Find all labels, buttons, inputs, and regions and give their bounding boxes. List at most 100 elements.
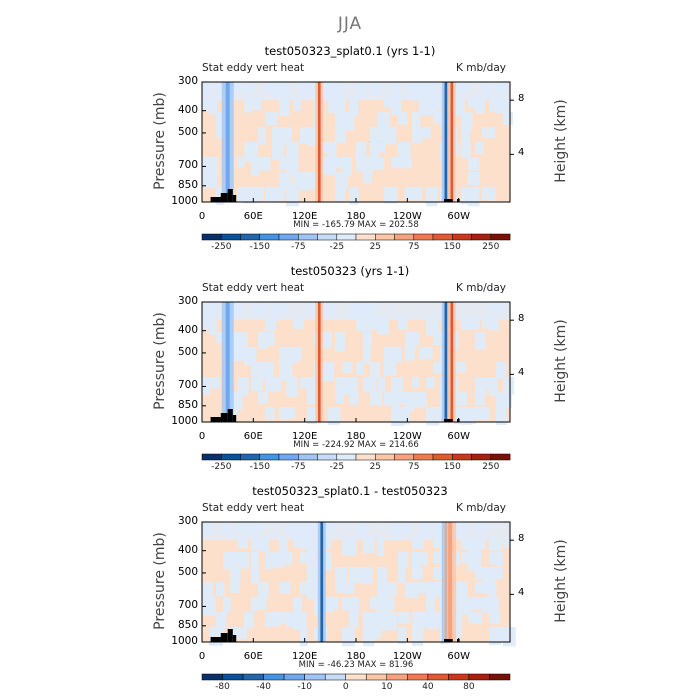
- colorbar-label: 75: [408, 462, 420, 472]
- contour-region-negative: [272, 142, 284, 160]
- contour-region-negative: [377, 537, 385, 556]
- y2-tick-label: 8: [518, 93, 525, 105]
- contour-region-negative: [454, 582, 468, 601]
- contour-region-negative: [342, 582, 355, 593]
- y-tick-label: 400: [177, 323, 198, 336]
- contour-region-negative: [475, 377, 487, 396]
- colorbar-label: -150: [249, 462, 271, 472]
- contour-region-negative: [391, 347, 402, 363]
- contour-region-negative: [468, 97, 477, 108]
- contour-region-negative: [468, 187, 480, 207]
- contour-region-negative: [363, 377, 377, 393]
- contour-region-negative: [482, 317, 496, 329]
- contour-region-negative: [503, 537, 511, 548]
- contour-region-negative: [349, 597, 359, 616]
- contour-region-negative: [300, 127, 312, 144]
- contour-region-negative: [475, 567, 485, 580]
- contour-region-negative: [405, 187, 416, 200]
- topography-block: [220, 413, 228, 422]
- contour-region-negative: [384, 392, 392, 406]
- contour-region-negative: [482, 407, 490, 420]
- contour-region-negative: [405, 392, 415, 412]
- contour-region-negative: [398, 567, 406, 584]
- contour-region-negative: [503, 112, 513, 125]
- colorbar-swatch: [490, 453, 511, 461]
- contour-region-negative: [363, 612, 373, 628]
- contour-region-negative: [475, 612, 483, 625]
- x-tick-label: 180: [346, 211, 366, 222]
- y2-tick-label: 8: [518, 313, 525, 325]
- contour-region-negative: [496, 552, 504, 567]
- contour-region-negative: [265, 612, 275, 627]
- contour-region-negative: [244, 347, 257, 366]
- contour-region-negative: [279, 172, 293, 189]
- contour-region-negative: [216, 582, 225, 597]
- contour-region-negative: [307, 567, 320, 585]
- contour-region-negative: [286, 142, 299, 160]
- contour-region-negative: [272, 127, 283, 143]
- feature-band-negative: [225, 82, 230, 202]
- contour-region-negative: [475, 142, 484, 154]
- contour-region-negative: [405, 582, 419, 598]
- variable-label: Stat eddy vert heat: [202, 282, 305, 294]
- colorbar-swatch: [304, 673, 326, 681]
- colorbar-swatch: [432, 233, 453, 241]
- contour-region-negative: [377, 142, 386, 153]
- contour-region-negative: [496, 362, 507, 379]
- contour-region-negative: [363, 317, 372, 331]
- colorbar-swatch: [468, 673, 490, 681]
- topography-block: [210, 197, 221, 202]
- contour-region-negative: [286, 157, 299, 172]
- y-tick-label: 1000: [171, 195, 198, 207]
- contour-region-negative: [293, 172, 304, 188]
- contour-region-negative: [307, 552, 317, 569]
- contour-region-negative: [293, 612, 307, 630]
- contour-region-negative: [412, 627, 424, 646]
- contour-region-negative: [202, 157, 211, 174]
- panel-2: [201, 301, 515, 461]
- contour-region-negative: [321, 552, 332, 570]
- contour-region-negative: [454, 362, 466, 373]
- contour-region-negative: [433, 97, 442, 111]
- contour-region-negative: [412, 187, 422, 201]
- contour-region-negative: [398, 407, 410, 425]
- y-tick-label: 700: [177, 379, 198, 392]
- x-tick-label: 0: [198, 431, 206, 442]
- contour-region-negative: [300, 377, 313, 389]
- contour-region-negative: [412, 537, 425, 550]
- colorbar-swatch: [201, 233, 222, 241]
- x-tick-label: 0: [198, 211, 206, 222]
- x-tick-label: 120W: [392, 431, 422, 442]
- colorbar-swatch: [375, 233, 395, 241]
- colorbar-label: -25: [329, 242, 345, 252]
- y-tick-label: 500: [177, 565, 198, 578]
- contour-region-negative: [363, 347, 371, 364]
- contour-region-negative: [503, 377, 515, 395]
- contour-region-negative: [300, 172, 309, 191]
- colorbar-swatch: [278, 453, 299, 461]
- contour-region-negative: [223, 597, 231, 613]
- colorbar-swatch: [336, 233, 357, 241]
- topography-block: [232, 415, 237, 422]
- topography-block: [220, 633, 228, 642]
- contour-region-negative: [265, 112, 278, 126]
- contour-region-negative: [482, 582, 493, 594]
- contour-region-negative: [377, 597, 389, 613]
- contour-region-negative: [349, 97, 359, 117]
- topography-block: [220, 193, 228, 202]
- colorbar-swatch: [432, 453, 453, 461]
- contour-region-negative: [356, 317, 367, 331]
- contour-region-negative: [370, 612, 384, 631]
- contour-region-negative: [328, 157, 336, 176]
- contour-region-negative: [454, 407, 464, 425]
- contour-region-negative: [398, 627, 407, 644]
- contour-region-negative: [377, 112, 390, 132]
- colorbar-swatch: [355, 233, 376, 241]
- contour-region-negative: [377, 582, 389, 599]
- x-tick-label: 180: [346, 431, 366, 442]
- x-tick-label: 60W: [447, 651, 470, 662]
- contour-region-negative: [279, 347, 289, 363]
- colorbar-label: -250: [211, 242, 232, 252]
- x-tick-label: 120E: [291, 431, 318, 442]
- x-tick-label: 60E: [243, 431, 263, 442]
